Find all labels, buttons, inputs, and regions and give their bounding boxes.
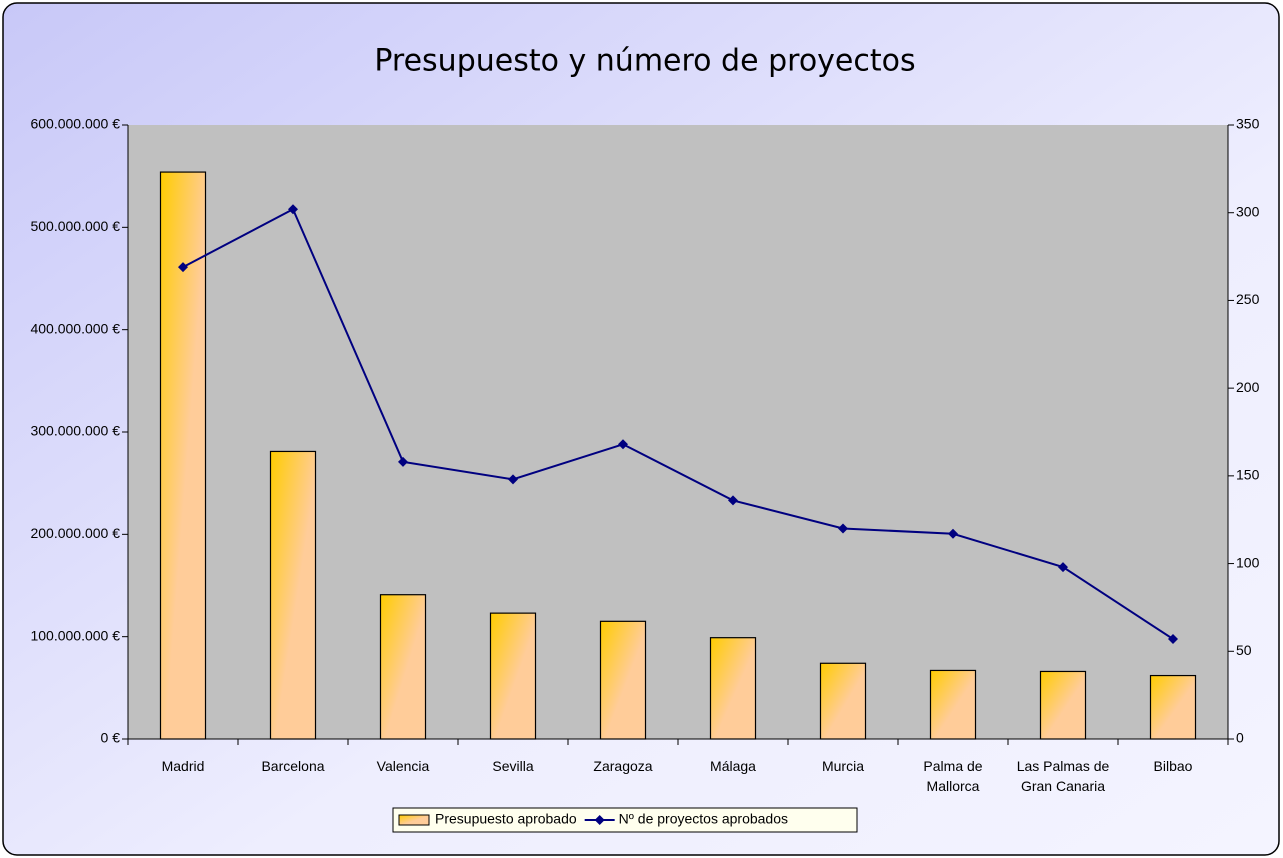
y-tick-label: 100.000.000 € [30, 627, 120, 643]
bar [1039, 670, 1087, 740]
x-tick-label: Barcelona [261, 758, 325, 774]
y-tick-label: 500.000.000 € [30, 218, 120, 234]
x-tick-label: Murcia [821, 758, 864, 774]
bar [929, 669, 977, 740]
y2-tick-label: 50 [1236, 642, 1252, 658]
x-tick-label: Valencia [376, 758, 430, 774]
legend-box [392, 807, 858, 833]
bar [379, 594, 427, 740]
bar [599, 620, 647, 740]
bar [489, 612, 537, 740]
y2-tick-label: 300 [1236, 203, 1260, 219]
x-tick-label: Sevilla [492, 758, 534, 774]
bar [159, 171, 207, 740]
line-marker [948, 528, 958, 539]
x-tick-label: Madrid [161, 758, 205, 774]
line-marker [508, 474, 518, 485]
line-marker [728, 495, 738, 506]
x-tick-label: Málaga [710, 758, 756, 774]
bar [269, 450, 317, 740]
x-tick-label: Las Palmas de Gran Canaria [1016, 758, 1110, 794]
chart-title: Presupuesto y número de proyectos [374, 44, 915, 79]
x-tick-label: Zaragoza [593, 758, 653, 774]
y2-tick-label: 200 [1236, 379, 1260, 395]
y2-tick-label: 250 [1236, 291, 1260, 307]
bar [819, 662, 867, 740]
bar [1149, 674, 1197, 740]
line-marker [398, 456, 408, 467]
y-tick-label: 600.000.000 € [30, 116, 120, 132]
x-tick-label: Palma de Mallorca [923, 758, 983, 794]
legend-swatch [594, 815, 605, 825]
y-tick-label: 400.000.000 € [30, 320, 120, 336]
x-tick-label: Bilbao [1153, 758, 1193, 774]
y-tick-label: 300.000.000 € [30, 423, 120, 439]
y2-tick-label: 100 [1236, 554, 1260, 570]
bar [709, 637, 757, 740]
legend-swatch [398, 814, 430, 826]
line-marker [178, 262, 188, 273]
y-tick-label: 0 € [101, 730, 121, 746]
y2-tick-label: 0 [1236, 730, 1244, 746]
line-marker [288, 204, 298, 215]
legend-label: Nº de proyectos aprobados [619, 811, 788, 827]
legend-label: Presupuesto aprobado [435, 811, 577, 827]
line-series [182, 207, 1174, 640]
line-marker [1168, 634, 1178, 645]
y2-tick-label: 350 [1236, 116, 1260, 132]
y-tick-label: 200.000.000 € [30, 525, 120, 541]
line-marker [838, 523, 848, 534]
line-marker [1058, 562, 1068, 573]
line-marker [618, 439, 628, 450]
y2-tick-label: 150 [1236, 467, 1260, 483]
